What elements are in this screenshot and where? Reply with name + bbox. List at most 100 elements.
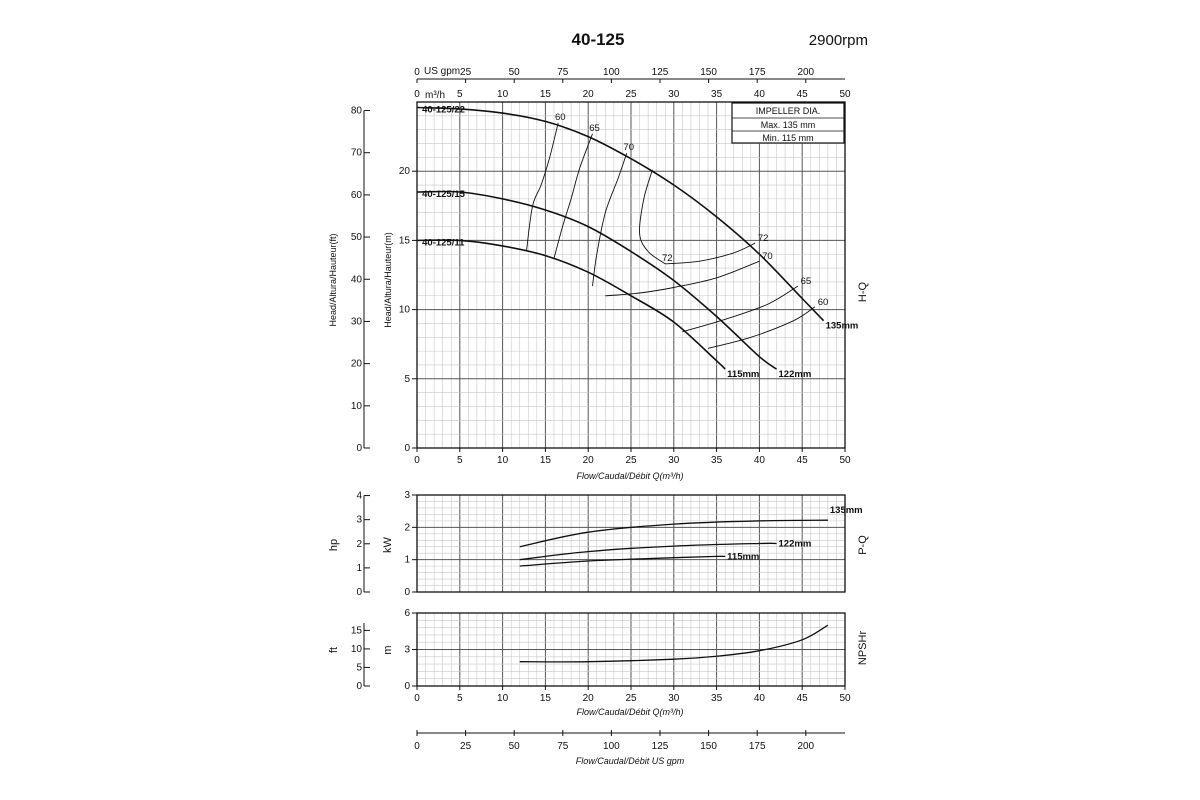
flow-tick-label: 15 (540, 455, 552, 466)
bottom-gpm-tick-label: 200 (797, 741, 814, 752)
flow-tick-label: 25 (625, 693, 637, 704)
flow-tick-label: 40 (754, 693, 766, 704)
efficiency-label: 72 (662, 253, 673, 264)
efficiency-label: 72 (758, 233, 769, 244)
kw-tick-label: 0 (404, 587, 410, 598)
efficiency-curve-70 (592, 153, 628, 287)
top-m3h-tick-label: 0 (414, 89, 420, 100)
kw-tick-label: 3 (404, 490, 410, 501)
hq-model-label: 40-125/15 (422, 189, 466, 200)
bottom-gpm-tick-label: 125 (652, 741, 669, 752)
gpm-x-axis-label: Flow/Caudal/Débit US gpm (576, 756, 685, 766)
flow-tick-label: 30 (668, 693, 680, 704)
hp-tick-label: 4 (356, 491, 362, 502)
flow-tick-label: 10 (497, 693, 509, 704)
top-m3h-tick-label: 5 (457, 89, 463, 100)
npsh-ft-tick-label: 5 (356, 662, 362, 673)
head-ft-tick-label: 40 (351, 274, 363, 285)
pq-curve-label: 135mm (830, 505, 863, 516)
flow-tick-label: 40 (754, 455, 766, 466)
pq-curve-label: 115mm (727, 551, 759, 562)
head-ft-tick-label: 30 (351, 316, 363, 327)
top-m3h-tick-label: 15 (540, 89, 552, 100)
npsh-ft-tick-label: 10 (351, 644, 363, 655)
bottom-gpm-tick-label: 25 (460, 741, 472, 752)
pq-side-label: P-Q (857, 535, 869, 555)
top-m3h-tick-label: 35 (711, 89, 723, 100)
flow-tick-label: 0 (414, 693, 420, 704)
npsh-m-tick-label: 6 (404, 608, 410, 619)
top-m3h-tick-label: 10 (497, 89, 509, 100)
m-axis-label: m (382, 645, 394, 654)
top-m3h-tick-label: 45 (797, 89, 809, 100)
kw-axis-label: kW (382, 536, 394, 553)
flow-tick-label: 50 (839, 455, 851, 466)
hq-curve-115mm (416, 239, 726, 370)
head-m-tick-label: 5 (404, 374, 410, 385)
axes: 0510152001020304050607080012301234036051… (351, 67, 851, 752)
efficiency-curve-72 (639, 169, 666, 265)
top-gpm-unit: US gpm (424, 66, 460, 77)
efficiency-label: 60 (818, 297, 829, 308)
efficiency-label: 65 (589, 123, 600, 134)
flow-tick-label: 10 (497, 455, 509, 466)
efficiency-curve-65 (553, 133, 593, 259)
head-ft-tick-label: 10 (351, 401, 363, 412)
hp-tick-label: 0 (356, 587, 362, 598)
npsh-curve (519, 624, 829, 663)
top-gpm-tick-label: 25 (460, 67, 472, 78)
head-ft-tick-label: 0 (356, 443, 362, 454)
top-m3h-tick-label: 50 (839, 89, 851, 100)
efficiency-label: 65 (801, 276, 812, 287)
top-gpm-tick-label: 175 (749, 67, 766, 78)
impeller-title: IMPELLER DIA. (756, 106, 821, 116)
top-gpm-tick-label: 75 (557, 67, 569, 78)
hq-grid (416, 101, 846, 449)
npsh-ft-tick-label: 0 (356, 681, 362, 692)
head-m-tick-label: 0 (404, 443, 410, 454)
head-ft-tick-label: 70 (351, 148, 363, 159)
efficiency-curve-60 (526, 122, 559, 251)
flow-tick-label: 50 (839, 693, 851, 704)
ft-axis-label: ft (328, 647, 340, 653)
top-gpm-tick-label: 125 (652, 67, 669, 78)
bottom-gpm-tick-label: 150 (700, 741, 717, 752)
curves: 135mm 40-125/22 122mm 40-125/15 115mm 40-125/… (416, 105, 863, 663)
top-gpm-tick-label: 150 (700, 67, 717, 78)
plot-frame (416, 494, 846, 593)
hq-curve-label: 115mm (727, 369, 759, 380)
top-m3h-unit: m³/h (425, 90, 445, 101)
pq-curve-115mm (519, 555, 726, 567)
efficiency-curve-right-72 (665, 242, 756, 265)
top-m3h-tick-label: 20 (583, 89, 595, 100)
impeller-max: Max. 135 mm (761, 120, 816, 130)
kw-tick-label: 1 (404, 555, 410, 566)
hq-curve-122mm (416, 190, 777, 370)
flow-tick-label: 5 (457, 455, 463, 466)
flow-tick-label: 35 (711, 693, 723, 704)
head-ft-tick-label: 80 (351, 106, 363, 117)
npsh-m-tick-label: 3 (404, 645, 410, 656)
efficiency-curve-right-70 (605, 260, 760, 297)
hp-tick-label: 3 (356, 515, 362, 526)
efficiency-curve-right-60 (707, 306, 816, 349)
kw-tick-label: 2 (404, 522, 410, 533)
top-m3h-tick-label: 30 (668, 89, 680, 100)
npsh-m-tick-label: 0 (404, 681, 410, 692)
hq-curve-135mm (416, 106, 825, 322)
rpm-label: 2900rpm (809, 32, 868, 49)
flow-tick-label: 25 (625, 455, 637, 466)
top-m3h-tick-label: 25 (625, 89, 637, 100)
hq-x-axis-label: Flow/Caudal/Débit Q(m³/h) (576, 471, 683, 481)
top-gpm-tick-label: 0 (414, 67, 420, 78)
bottom-gpm-tick-label: 175 (749, 741, 766, 752)
pq-curve-135mm (519, 519, 828, 548)
head-ft-axis-label: Head/Altura/Hauteur(ft) (328, 233, 338, 326)
npsh-side-label: NPSHr (857, 631, 869, 666)
head-ft-tick-label: 50 (351, 232, 363, 243)
impeller-box: IMPELLER DIA. Max. 135 mm Min. 115 mm (731, 102, 845, 144)
head-m-tick-label: 10 (399, 305, 411, 316)
flow-tick-label: 0 (414, 455, 420, 466)
impeller-min: Min. 115 mm (762, 133, 813, 143)
